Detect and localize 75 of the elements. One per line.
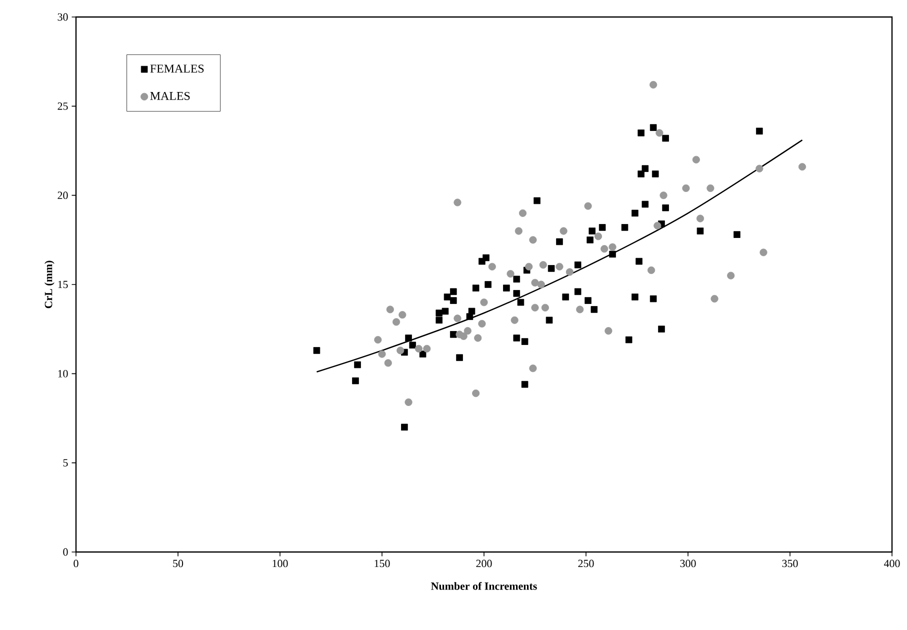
x-tick-label: 150 (374, 560, 390, 568)
point (478, 320, 486, 328)
y-tick-label: 10 (58, 370, 68, 378)
point (604, 327, 612, 335)
point (423, 344, 431, 352)
x-tick-label: 0 (74, 560, 78, 568)
x-axis-title: Number of Increments (431, 582, 537, 590)
y-tick-label: 0 (63, 548, 68, 556)
point (576, 306, 584, 314)
point (600, 245, 608, 253)
point (537, 280, 545, 288)
point (510, 316, 518, 324)
x-tick-label: 300 (680, 560, 696, 568)
point (392, 318, 400, 326)
y-tick-label: 30 (58, 13, 68, 21)
y-tick-label: 20 (58, 192, 68, 200)
x-tick-label: 350 (782, 560, 798, 568)
point (539, 261, 547, 269)
point (396, 346, 404, 354)
point (454, 314, 462, 322)
point (518, 209, 527, 217)
point (682, 184, 690, 192)
point (727, 272, 735, 280)
point (541, 304, 549, 312)
point (756, 164, 764, 172)
point (566, 268, 574, 276)
point (384, 359, 392, 367)
x-tick-label: 100 (272, 560, 288, 568)
point (706, 184, 714, 192)
point (472, 389, 480, 398)
y-axis-title: CrL (mm) (44, 260, 54, 308)
point (474, 334, 482, 342)
point (404, 398, 412, 406)
point (374, 336, 382, 344)
point (692, 156, 700, 164)
legend-label: MALES (150, 92, 190, 100)
x-tick-label: 200 (476, 560, 492, 568)
point (454, 198, 462, 206)
point (798, 163, 806, 171)
line-series (316, 139, 803, 373)
x-tick-label: 50 (173, 560, 184, 568)
point (648, 266, 656, 274)
point (506, 270, 514, 278)
point (760, 248, 768, 256)
y-tick-label: 25 (58, 102, 68, 110)
x-tick-label: 250 (578, 560, 594, 568)
point (656, 129, 664, 137)
point (608, 243, 616, 251)
point (514, 227, 522, 235)
point (529, 236, 537, 244)
point (710, 294, 718, 303)
point (398, 311, 406, 319)
point (414, 344, 423, 352)
point (464, 327, 472, 335)
point (525, 262, 533, 270)
x-tick-label: 400 (884, 560, 900, 568)
point (488, 262, 496, 270)
point (594, 232, 602, 240)
point (584, 202, 592, 210)
point (654, 222, 662, 230)
point (660, 192, 668, 200)
point (531, 304, 539, 312)
point (696, 214, 704, 222)
point (531, 278, 539, 286)
y-tick-label: 15 (58, 280, 68, 288)
point (556, 262, 564, 270)
point (529, 364, 537, 372)
point (460, 332, 468, 340)
legend-label: FEMALES (150, 64, 204, 73)
point (480, 298, 488, 306)
point (560, 227, 568, 235)
point (650, 80, 658, 89)
y-tick-label: 5 (63, 459, 68, 466)
point (386, 306, 394, 314)
point (378, 350, 386, 358)
